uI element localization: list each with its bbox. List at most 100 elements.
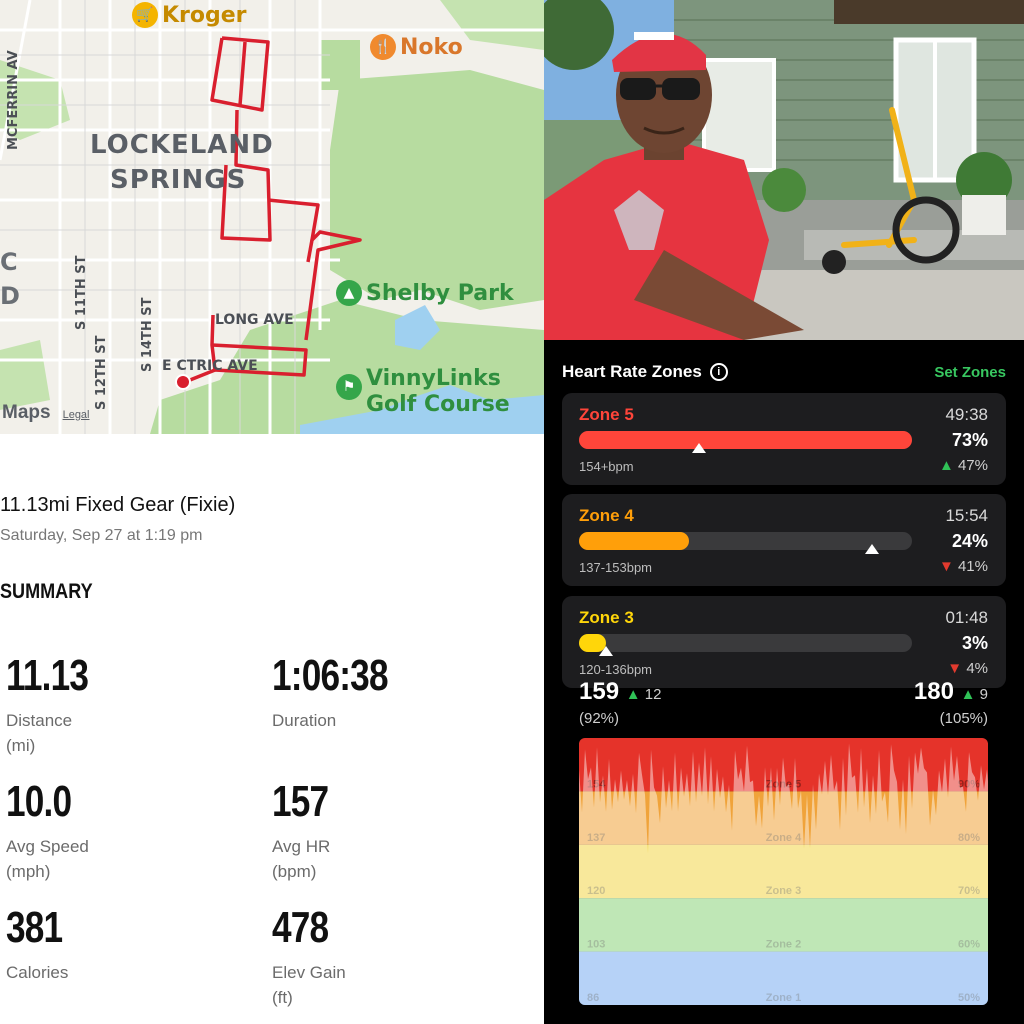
zone-bpm-range: 137-153bpm (579, 560, 652, 575)
street-long-ave: LONG AVE (215, 312, 294, 328)
poi-noko[interactable]: 🍴 Noko (370, 34, 463, 60)
street-s14th: S 14TH ST (140, 297, 155, 372)
hr-band-zone-label: Zone 5 (766, 778, 801, 790)
stat-value: 1:06:38 (272, 651, 389, 700)
zone-delta-value: 4% (966, 660, 988, 677)
hr-band-2 (579, 898, 988, 952)
zone-name: Zone 4 (579, 506, 634, 525)
hr-max-value: 180 (913, 678, 954, 705)
hr-band-zone-label: Zone 3 (766, 885, 801, 897)
hr-average-value: 159 (579, 678, 620, 705)
park-tree-icon: ▲ (336, 280, 362, 306)
stat-value: 381 (6, 903, 63, 952)
summary-heading: SUMMARY (0, 580, 93, 603)
zone-name: Zone 5 (579, 405, 634, 424)
hr-average: 159 ▲ 12 (579, 678, 661, 706)
hr-average-change: 12 (644, 686, 662, 703)
zone-bpm-range: 120-136bpm (579, 662, 652, 677)
shopping-cart-icon: 🛒 (132, 2, 158, 28)
map-attribution: Maps Legal (2, 402, 90, 424)
stat-avg-speed: 10.0 Avg Speed (mph) (6, 778, 89, 884)
selfie-photo (544, 0, 1024, 340)
street-s11th: S 11TH ST (74, 255, 89, 330)
stat-value: 10.0 (6, 777, 72, 826)
workout-date: Saturday, Sep 27 at 1:19 pm (0, 527, 203, 544)
poi-vinnylinks[interactable]: ⚑ VinnyLinks Golf Course (336, 366, 510, 418)
hr-band-pct-label: 80% (958, 832, 980, 844)
workout-details: 11.13mi Fixed Gear (Fixie) Saturday, Sep… (0, 434, 544, 1024)
stat-value: 157 (272, 777, 329, 826)
set-zones-button[interactable]: Set Zones (934, 364, 1006, 381)
maps-logo-text: Maps (2, 402, 51, 423)
hr-band-3 (579, 844, 988, 899)
zone-card-5[interactable]: Zone 5 49:38 73% 154+bpm ▲ 47% (562, 393, 1006, 485)
poi-noko-label: Noko (400, 34, 463, 60)
zone-card-4[interactable]: Zone 4 15:54 24% 137-153bpm ▼ 41% (562, 494, 1006, 586)
neighborhood-label: LOCKELAND (90, 130, 274, 160)
triangle-down-icon: ▼ (938, 558, 954, 575)
golf-flag-icon: ⚑ (336, 374, 362, 400)
zone-time: 15:54 (945, 506, 988, 525)
hr-band-zone-label: Zone 4 (766, 832, 802, 844)
stat-elev-gain: 478 Elev Gain (ft) (272, 904, 346, 1010)
hr-band-zone-label: Zone 1 (766, 992, 801, 1004)
stat-duration: 1:06:38 Duration (272, 652, 417, 733)
poi-shelby-park[interactable]: ▲ Shelby Park (336, 280, 514, 306)
route-map[interactable]: LOCKELAND SPRINGS MCFERRIN AV S 11TH ST … (0, 0, 544, 434)
zone-progress-track (579, 532, 912, 554)
map-canvas (0, 0, 544, 434)
photo-illustration (544, 0, 1024, 340)
hr-band-bpm-label: 86 (587, 992, 599, 1004)
legal-link[interactable]: Legal (62, 409, 90, 421)
zone-delta-value: 41% (957, 558, 988, 575)
zone-delta-value: 47% (957, 457, 988, 474)
route-start-marker (175, 374, 191, 390)
poi-vinnylinks-line1: VinnyLinks (366, 366, 501, 391)
partial-label-c: C (0, 248, 19, 276)
hr-max-change: 9 (979, 686, 988, 703)
stat-label: Avg HR (bpm) (272, 837, 331, 881)
zone-delta: ▼ 41% (939, 558, 988, 575)
zone-bpm-range: 154+bpm (579, 459, 634, 474)
hr-band-pct-label: 70% (958, 885, 980, 897)
hr-zones-header: Heart Rate Zones i (562, 362, 728, 382)
street-mcferrin: MCFERRIN AV (6, 50, 21, 150)
poi-kroger[interactable]: 🛒 Kroger (132, 2, 247, 28)
hr-band-bpm-label: 137 (587, 832, 605, 844)
zone-delta: ▼ 4% (947, 660, 988, 677)
hr-max-pct: (105%) (939, 710, 988, 727)
zone-delta: ▲ 47% (939, 457, 988, 474)
hr-band-pct-label: 90% (958, 778, 980, 790)
zone-average-marker (865, 544, 880, 554)
route-path (184, 36, 362, 384)
street-s12th: S 12TH ST (94, 335, 109, 410)
zone-time: 49:38 (945, 405, 988, 424)
stat-value: 478 (272, 903, 329, 952)
info-circle-icon[interactable]: i (709, 363, 728, 381)
stat-avg-hr: 157 Avg HR (bpm) (272, 778, 342, 884)
triangle-down-icon: ▼ (947, 660, 963, 677)
zone-progress-track (579, 431, 912, 453)
zone-percent: 3% (961, 633, 988, 653)
neighborhood-line1: LOCKELAND (90, 130, 274, 160)
triangle-up-icon: ▲ (960, 686, 976, 703)
stat-label: Calories (6, 963, 69, 982)
zone-card-3[interactable]: Zone 3 01:48 3% 120-136bpm ▼ 4% (562, 596, 1006, 688)
hr-band-zone-label: Zone 2 (766, 939, 801, 951)
triangle-up-icon: ▲ (938, 457, 954, 474)
hr-zone-chart: 154 Zone 5 90% 137 Zone 4 80% 120 Zone 3 70% 103 Z… (579, 738, 988, 1005)
hr-max: 180 ▲ 9 (914, 678, 988, 706)
hr-band-bpm-label: 103 (587, 939, 605, 951)
poi-shelby-park-label: Shelby Park (366, 280, 514, 306)
zone-time: 01:48 (945, 608, 988, 627)
stat-value: 11.13 (6, 651, 89, 700)
hr-band-bpm-label: 120 (587, 885, 605, 897)
hr-band-bpm-label: 154 (587, 778, 606, 790)
poi-kroger-label: Kroger (162, 2, 247, 28)
zone-name: Zone 3 (579, 608, 634, 627)
stat-distance: 11.13 Distance (mi) (6, 652, 109, 758)
stat-label: Distance (mi) (6, 711, 73, 755)
partial-label-d: D (0, 282, 21, 310)
hr-band-5 (579, 738, 988, 792)
heart-rate-panel: Heart Rate Zones i Set Zones Zone 5 49:3… (544, 340, 1024, 1024)
